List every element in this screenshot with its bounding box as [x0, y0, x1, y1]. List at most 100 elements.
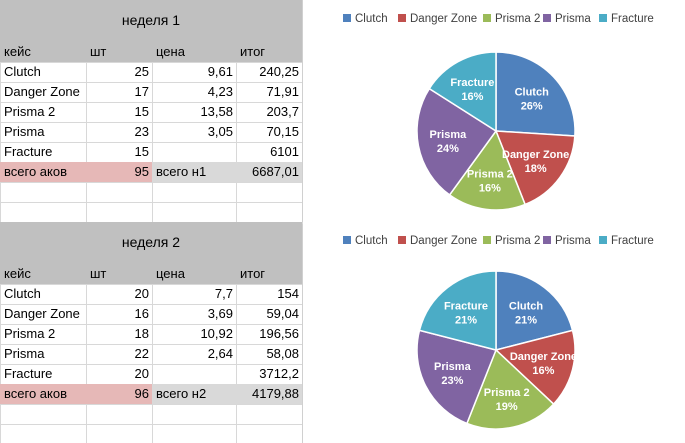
week2-col-header-case[interactable]: кейс	[4, 266, 31, 281]
week2-sum-value[interactable]: 4179,88	[252, 386, 299, 401]
week1-col-header-qty[interactable]: шт	[90, 44, 107, 59]
legend-entry[interactable]: Prisma	[543, 234, 591, 248]
cell-total[interactable]: 70,15	[266, 124, 299, 139]
slice-category-label: Prisma	[434, 361, 472, 373]
cell-qty[interactable]: 25	[134, 64, 149, 79]
cell-qty[interactable]: 17	[134, 84, 149, 99]
legend-entry[interactable]: Prisma 2	[483, 234, 540, 248]
week1-col-header-case[interactable]: кейс	[4, 44, 31, 59]
week1-total-highlight	[0, 162, 152, 182]
cell-total[interactable]: 203,7	[266, 104, 299, 119]
cell-qty[interactable]: 20	[134, 286, 149, 301]
cell-case[interactable]: Fracture	[4, 366, 53, 381]
cell-price[interactable]: 10,92	[200, 326, 233, 341]
legend-entry[interactable]: Prisma	[543, 12, 591, 26]
week1-total-count[interactable]: 95	[134, 164, 149, 179]
week2-col-header-price[interactable]: цена	[156, 266, 185, 281]
pie-plot: Clutch 26% Danger Zone 18% Prisma 2 16% Prisma…	[416, 51, 576, 211]
slice-category-label: Danger Zone	[502, 149, 569, 161]
cell-qty[interactable]: 15	[134, 144, 149, 159]
legend-label: Prisma 2	[495, 235, 541, 247]
pie-slice-danger-zone[interactable]	[494, 329, 576, 406]
legend-entry[interactable]: Clutch	[343, 234, 388, 248]
pie-slice-prisma[interactable]	[416, 87, 498, 196]
cell-case[interactable]: Fracture	[4, 144, 53, 159]
cell-qty[interactable]: 16	[134, 306, 149, 321]
cell-price[interactable]: 3,69	[207, 306, 233, 321]
cell-case[interactable]: Prisma	[4, 346, 45, 361]
cell-price[interactable]: 4,23	[207, 84, 233, 99]
pie-slice-clutch[interactable]	[495, 51, 576, 137]
slice-percent-label: 24%	[437, 143, 459, 155]
week2-col-header-total[interactable]: итог	[240, 266, 266, 281]
legend-swatch	[343, 13, 351, 22]
week1-sum-label[interactable]: всего н1	[156, 164, 207, 179]
cell-qty[interactable]: 22	[134, 346, 149, 361]
week1-col-header-total[interactable]: итог	[240, 44, 266, 59]
cell-total[interactable]: 154	[277, 286, 299, 301]
cell-price[interactable]: 2,64	[207, 346, 233, 361]
cell-case[interactable]: Clutch	[4, 64, 41, 79]
slice-percent-label: 26%	[521, 100, 543, 112]
cell-total[interactable]: 59,04	[266, 306, 299, 321]
cell-case[interactable]: Clutch	[4, 286, 41, 301]
cell-price[interactable]	[152, 142, 236, 162]
legend-swatch	[398, 13, 406, 22]
pie-chart-week1[interactable]: Clutch Danger Zone Prisma 2 Prisma Fracture C…	[302, 0, 685, 222]
cell-price[interactable]: 13,58	[200, 104, 233, 119]
week1-col-header-price[interactable]: цена	[156, 44, 185, 59]
pie-slice-prisma[interactable]	[416, 329, 498, 425]
week2-total-count[interactable]: 96	[134, 386, 149, 401]
week1-total-label[interactable]: всего аков	[4, 164, 67, 179]
cell-case[interactable]: Danger Zone	[4, 306, 80, 321]
legend-swatch	[398, 235, 406, 244]
cell-case[interactable]: Prisma	[4, 124, 45, 139]
cell-total[interactable]: 58,08	[266, 346, 299, 361]
cell-qty[interactable]: 20	[134, 366, 149, 381]
week1-header-block	[0, 0, 302, 62]
legend-entry[interactable]: Danger Zone	[398, 12, 477, 26]
legend-entry[interactable]: Fracture	[599, 12, 654, 26]
week2-sum-label[interactable]: всего н2	[156, 386, 207, 401]
cell-price[interactable]	[152, 364, 236, 384]
week1-sum-highlight	[152, 162, 302, 182]
pie-slice-clutch[interactable]	[495, 270, 574, 351]
cell-qty[interactable]: 15	[134, 104, 149, 119]
slice-category-label: Clutch	[515, 86, 550, 98]
pie-slice-fracture[interactable]	[418, 270, 497, 351]
cell-total[interactable]: 6101	[270, 144, 299, 159]
legend-label: Danger Zone	[410, 235, 478, 247]
pie-slice-fracture[interactable]	[428, 51, 497, 133]
legend-entry[interactable]: Danger Zone	[398, 234, 477, 248]
cell-price[interactable]: 9,61	[207, 64, 233, 79]
legend-entry[interactable]: Clutch	[343, 12, 388, 26]
week2-total-label[interactable]: всего аков	[4, 386, 67, 401]
week1-sum-value[interactable]: 6687,01	[252, 164, 299, 179]
legend-entry[interactable]: Prisma 2	[483, 12, 540, 26]
week2-col-header-qty[interactable]: шт	[90, 266, 107, 281]
cell-case[interactable]: Danger Zone	[4, 84, 80, 99]
slice-category-label: Prisma 2	[484, 387, 530, 399]
week2-total-highlight	[0, 384, 152, 404]
pie-slice-danger-zone[interactable]	[494, 130, 576, 206]
week1-title: неделя 1	[121, 12, 181, 28]
cell-total[interactable]: 3712,2	[259, 366, 299, 381]
legend-entry[interactable]: Fracture	[599, 234, 654, 248]
slice-percent-label: 21%	[515, 314, 537, 326]
cell-price[interactable]: 3,05	[207, 124, 233, 139]
cell-case[interactable]: Prisma 2	[4, 326, 56, 341]
cell-qty[interactable]: 23	[134, 124, 149, 139]
cell-total[interactable]: 71,91	[266, 84, 299, 99]
cell-total[interactable]: 240,25	[259, 64, 299, 79]
cell-case[interactable]: Prisma 2	[4, 104, 56, 119]
slice-category-label: Danger Zone	[510, 351, 577, 363]
legend-label: Prisma	[555, 13, 591, 25]
legend-swatch	[599, 235, 607, 244]
cell-price[interactable]: 7,7	[214, 286, 233, 301]
pie-chart-week2[interactable]: Clutch Danger Zone Prisma 2 Prisma Fracture C…	[302, 224, 685, 443]
cell-qty[interactable]: 18	[134, 326, 149, 341]
slice-percent-label: 21%	[455, 314, 477, 326]
pie-plot: Clutch 21% Danger Zone 16%Prisma 2 19% Prisma…	[416, 270, 577, 430]
cell-total[interactable]: 196,56	[259, 326, 299, 341]
pie-slice-prisma-2[interactable]	[448, 129, 527, 211]
